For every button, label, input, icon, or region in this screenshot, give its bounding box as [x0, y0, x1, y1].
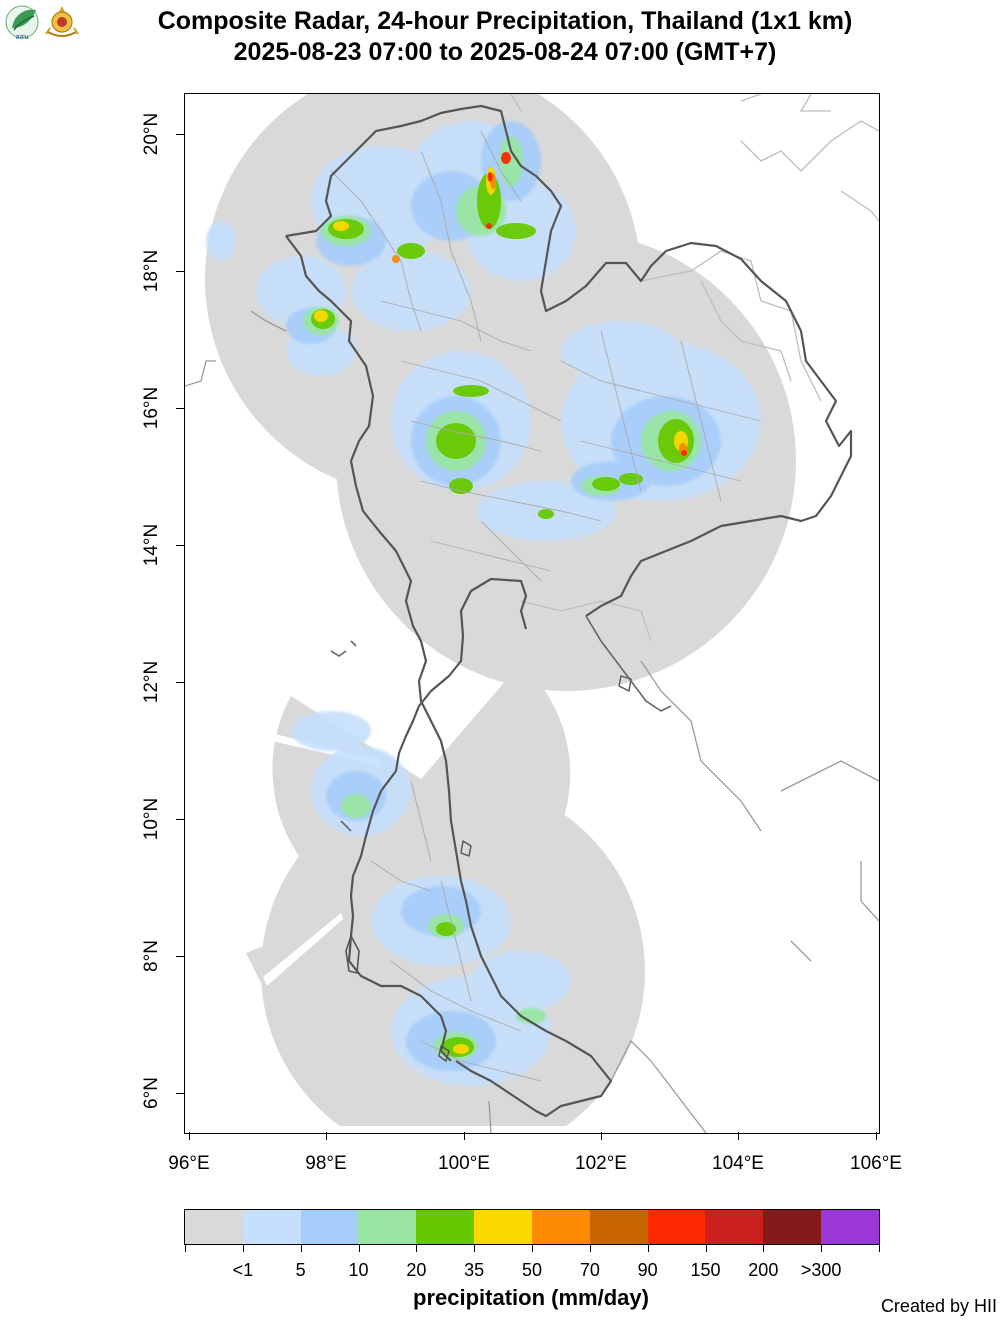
color-bar-cell [705, 1210, 764, 1244]
royal-emblem-logo [45, 6, 79, 37]
y-tick [176, 271, 184, 272]
color-bar-tick [532, 1244, 533, 1252]
agency-logos: สสน [4, 2, 80, 42]
y-tick [176, 134, 184, 135]
region-coastline [330, 615, 672, 832]
x-tick-label: 100°E [438, 1153, 490, 1174]
color-bar-cell [821, 1210, 879, 1244]
title-line-1: Composite Radar, 24-hour Precipitation, … [157, 7, 853, 35]
color-bar-label: <1 [232, 1260, 254, 1280]
color-bar-label: >300 [800, 1260, 842, 1280]
chang-island [618, 675, 632, 692]
y-tick [176, 682, 184, 683]
title-line-2: 2025-08-23 07:00 to 2025-08-24 07:00 (GM… [233, 38, 777, 66]
color-bar-cell [589, 1210, 648, 1244]
thailand-peninsula-east-coast [417, 680, 463, 882]
y-tick-label: 14°N [141, 523, 162, 567]
color-bar-tick [185, 1244, 186, 1252]
y-tick-label: 18°N [141, 249, 162, 293]
x-tick [189, 1132, 190, 1140]
color-bar-label: 35 [464, 1260, 485, 1280]
color-bar-cell [300, 1210, 359, 1244]
color-bar-cell [185, 1210, 243, 1244]
color-bar-tick [705, 1244, 707, 1252]
radar-map [185, 94, 879, 1133]
x-tick [464, 1132, 465, 1140]
color-bar-tick [589, 1244, 591, 1252]
y-tick [176, 819, 184, 820]
x-tick-label: 96°E [168, 1153, 210, 1174]
radar-west-coverage [272, 663, 571, 921]
credit-text: Created by HII [880, 1296, 997, 1316]
color-bar-tick [300, 1244, 302, 1252]
precip-light [206, 121, 761, 1086]
thailand-outline-north [285, 104, 853, 617]
color-bar-label: 200 [748, 1260, 779, 1280]
color-bar-tick [879, 1244, 880, 1252]
color-bar-cell [474, 1210, 532, 1244]
precip-color-bar [184, 1209, 880, 1245]
y-tick-label: 10°N [141, 797, 162, 841]
y-tick [176, 545, 184, 546]
y-tick-label: 12°N [141, 660, 162, 704]
color-bar-tick [358, 1244, 360, 1252]
x-tick [601, 1132, 602, 1140]
chart-title: Composite Radar, 24-hour Precipitation, … [80, 6, 930, 68]
x-tick [738, 1132, 739, 1140]
tarutao-island [438, 1045, 450, 1062]
color-bar-cell [416, 1210, 475, 1244]
y-tick-label: 20°N [141, 112, 162, 156]
thailand-east-coast-south [455, 880, 613, 1118]
thailand-border [285, 104, 853, 1118]
color-bar-label: 50 [521, 1260, 543, 1280]
thailand-outline-gulf [394, 577, 528, 772]
color-bar-label: 20 [406, 1260, 427, 1280]
x-tick-label: 102°E [575, 1153, 627, 1174]
x-tick [876, 1132, 877, 1140]
color-bar-tick [474, 1244, 476, 1252]
thailand-outline-west [285, 235, 428, 682]
color-bar-label: 5 [295, 1260, 306, 1280]
color-bar-tick [416, 1244, 418, 1252]
legend-title: precipitation (mm/day) [413, 1285, 649, 1310]
color-bar-cell [242, 1210, 301, 1244]
color-bar-tick [763, 1244, 765, 1252]
x-tick-label: 104°E [712, 1153, 764, 1174]
thailand-outline-peninsula [347, 770, 452, 1062]
y-tick-label: 6°N [141, 1077, 162, 1109]
color-bar-label: 70 [579, 1260, 600, 1280]
color-bar-cell [763, 1210, 822, 1244]
radar-beam-gap-2 [263, 913, 343, 986]
samui-island [460, 840, 472, 857]
color-bar-label: 150 [690, 1260, 721, 1280]
x-tick-label: 98°E [305, 1153, 347, 1174]
neighbor-borders [510, 94, 879, 642]
y-tick [176, 408, 184, 409]
y-tick [176, 956, 184, 957]
y-tick-label: 16°N [141, 386, 162, 430]
hii-leaf-logo: สสน [5, 5, 39, 41]
color-bar-tick [647, 1244, 649, 1252]
x-tick [326, 1132, 327, 1140]
color-bar-label: 90 [637, 1260, 658, 1280]
province-borders [330, 130, 762, 1082]
neighbor-coastline [185, 310, 879, 1133]
color-bar-tick [242, 1244, 244, 1252]
y-tick [176, 1093, 184, 1094]
svg-text:สสน: สสน [15, 33, 29, 41]
color-bar-label: 10 [348, 1260, 369, 1280]
color-bar-cell [647, 1210, 706, 1244]
color-bar-cell [358, 1210, 417, 1244]
color-bar-cell [531, 1210, 590, 1244]
map-panel[interactable] [184, 93, 880, 1134]
color-bar-tick [821, 1244, 823, 1252]
y-tick-label: 8°N [141, 940, 162, 972]
x-tick-label: 106°E [850, 1153, 902, 1174]
phuket-island [345, 935, 360, 974]
precip-red [486, 152, 687, 456]
